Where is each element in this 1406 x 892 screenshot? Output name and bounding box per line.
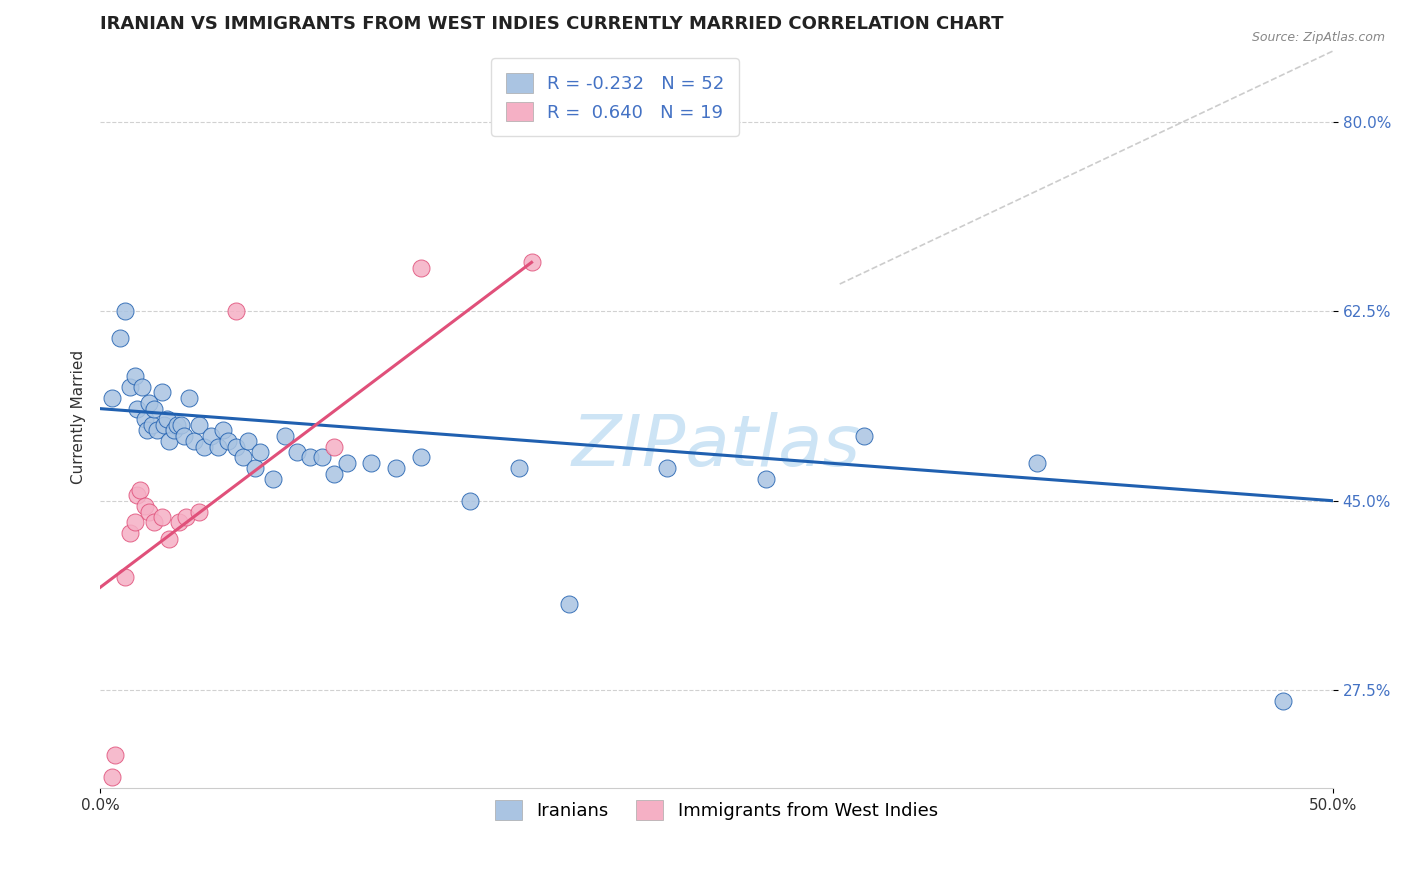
Point [217, 434, 239, 449]
Point [285, 445, 308, 459]
Point [143, 516, 166, 530]
Point [176, 510, 198, 524]
Point [520, 255, 543, 269]
Point [146, 423, 169, 437]
Point [167, 516, 190, 530]
Point [114, 569, 136, 583]
Point [409, 450, 432, 465]
Point [1026, 456, 1049, 470]
Point [458, 493, 481, 508]
Text: ZIPatlas: ZIPatlas [572, 412, 860, 481]
Point [657, 461, 679, 475]
Point [150, 385, 173, 400]
Point [323, 467, 346, 481]
Legend: Iranians, Immigrants from West Indies: Iranians, Immigrants from West Indies [488, 793, 945, 827]
Point [207, 440, 229, 454]
Point [150, 510, 173, 524]
Point [138, 396, 160, 410]
Point [249, 445, 271, 459]
Point [225, 304, 247, 318]
Text: Source: ZipAtlas.com: Source: ZipAtlas.com [1251, 31, 1385, 45]
Point [212, 423, 235, 437]
Point [225, 440, 247, 454]
Point [557, 597, 579, 611]
Point [157, 434, 180, 449]
Point [136, 423, 159, 437]
Point [508, 461, 530, 475]
Point [200, 428, 222, 442]
Point [104, 748, 127, 763]
Point [143, 401, 166, 416]
Point [127, 401, 149, 416]
Y-axis label: Currently Married: Currently Married [72, 350, 86, 483]
Point [128, 483, 150, 497]
Text: IRANIAN VS IMMIGRANTS FROM WEST INDIES CURRENTLY MARRIED CORRELATION CHART: IRANIAN VS IMMIGRANTS FROM WEST INDIES C… [100, 15, 1004, 33]
Point [311, 450, 333, 465]
Point [193, 440, 215, 454]
Point [853, 428, 876, 442]
Point [385, 461, 408, 475]
Point [101, 391, 124, 405]
Point [274, 428, 297, 442]
Point [153, 417, 176, 432]
Point [187, 417, 209, 432]
Point [118, 380, 141, 394]
Point [124, 516, 146, 530]
Point [183, 434, 205, 449]
Point [156, 412, 179, 426]
Point [755, 472, 778, 486]
Point [360, 456, 382, 470]
Point [134, 412, 156, 426]
Point [114, 304, 136, 318]
Point [298, 450, 321, 465]
Point [245, 461, 267, 475]
Point [157, 532, 180, 546]
Point [177, 391, 200, 405]
Point [336, 456, 359, 470]
Point [323, 440, 346, 454]
Point [108, 331, 131, 345]
Point [127, 488, 149, 502]
Point [118, 526, 141, 541]
Point [187, 505, 209, 519]
Point [170, 417, 193, 432]
Point [173, 428, 195, 442]
Point [409, 260, 432, 275]
Point [163, 423, 186, 437]
Point [124, 369, 146, 384]
Point [1272, 694, 1295, 708]
Point [236, 434, 259, 449]
Point [134, 499, 156, 513]
Point [131, 380, 153, 394]
Point [101, 770, 124, 784]
Point [141, 417, 163, 432]
Point [166, 417, 188, 432]
Point [232, 450, 254, 465]
Point [138, 505, 160, 519]
Point [262, 472, 284, 486]
